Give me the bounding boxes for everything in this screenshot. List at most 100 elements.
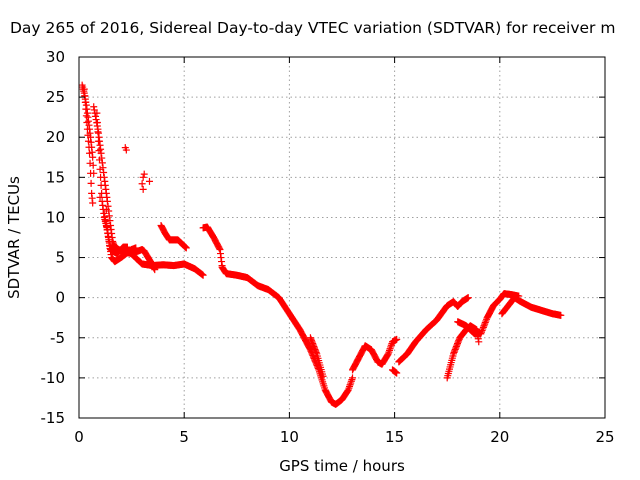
x-tick-label: 5 [179,428,189,446]
data-point-marker [94,128,102,136]
data-point-marker [87,169,95,177]
data-point-marker [139,173,147,181]
data-point-marker [93,119,101,127]
x-tick-label: 25 [595,428,614,446]
data-point-marker [215,244,223,252]
data-point-marker [477,330,485,338]
data-point-marker [145,177,153,185]
data-point-marker [481,319,489,327]
x-axis-label: GPS time / hours [279,457,405,475]
data-point-marker [85,143,93,151]
data-point-marker [83,119,91,127]
data-point-marker [80,85,88,93]
data-point-marker [96,156,104,164]
data-point-marker [102,205,110,213]
data-point-marker [393,369,401,377]
data-point-marker [199,271,207,279]
data-point-marker [106,217,114,225]
data-point-marker [99,164,107,172]
data-point-marker [347,379,355,387]
data-point-marker [84,131,92,139]
data-point-marker [387,343,395,351]
data-point-marker [319,372,327,380]
data-point-marker [93,109,101,117]
data-point-marker [384,350,392,358]
y-tick-label: 5 [55,249,65,267]
data-point-marker [82,105,90,113]
data-point-marker [90,103,98,111]
x-tick-label: 20 [490,428,509,446]
data-point-marker [479,323,487,331]
data-point-marker [386,345,394,353]
data-point-marker [480,322,488,330]
data-point-marker [84,137,92,145]
y-tick-label: 25 [46,88,65,106]
data-point-marker [478,327,486,335]
data-point-marker [89,199,97,207]
x-tick-label: 15 [385,428,404,446]
data-point-marker [92,112,100,120]
data-point-marker [464,294,472,302]
data-point-marker [96,165,104,173]
data-point-marker [481,320,489,328]
x-axis-tick-labels: 0 5 10 15 20 25 [74,428,614,446]
y-tick-label: 30 [46,48,65,66]
y-tick-label: 0 [55,289,65,307]
data-point-marker [100,169,108,177]
x-tick-label: 0 [74,428,84,446]
y-axis-label: SDTVAR / TECUs [5,176,23,299]
data-point-marker [92,116,100,124]
data-point-marker [482,317,490,325]
data-point-marker [182,244,190,252]
data-point-marker [344,386,352,394]
data-point-marker [122,146,130,154]
data-point-marker [95,147,103,155]
y-tick-label: -5 [50,329,65,347]
data-point-marker [348,376,356,384]
data-point-marker [385,348,393,356]
data-point-marker [97,173,105,181]
chart-title: Day 265 of 2016, Sidereal Day-to-day VTE… [10,19,615,37]
data-point-marker [139,185,147,193]
data-point-marker [347,377,355,385]
data-points [78,81,565,408]
data-point-marker [81,98,89,106]
data-point-marker [479,325,487,333]
y-tick-label: -10 [41,369,66,387]
data-point-marker [105,212,113,220]
y-tick-label: 20 [46,128,65,146]
data-point-marker [346,382,354,390]
data-point-marker [387,341,395,349]
y-tick-label: 15 [46,168,65,186]
data-point-marker [83,125,91,133]
data-point-marker [86,149,94,157]
data-point-marker [475,338,483,346]
y-tick-label: 10 [46,208,65,226]
data-point-marker [346,381,354,389]
x-tick-label: 10 [280,428,299,446]
data-point-marker [557,311,565,319]
data-point-marker [385,346,393,354]
data-point-marker [81,92,89,100]
data-point-marker [94,137,102,145]
data-point-marker [82,112,90,120]
data-point-marker [477,328,485,336]
data-point-marker [96,193,104,201]
plot-frame [78,56,606,419]
data-point-marker [138,180,146,188]
data-point-marker [104,202,112,210]
data-point-marker [98,189,106,197]
grid-lines [79,57,605,418]
data-point-marker [86,159,94,167]
data-point-marker [349,374,357,382]
data-point-marker [89,153,97,161]
axis-ticks [78,56,606,419]
y-tick-label: -15 [41,409,66,427]
data-point-marker [345,384,353,392]
data-point-marker [393,335,401,343]
data-point-marker [87,179,95,187]
data-point-marker [97,181,105,189]
data-point-marker [140,170,148,178]
